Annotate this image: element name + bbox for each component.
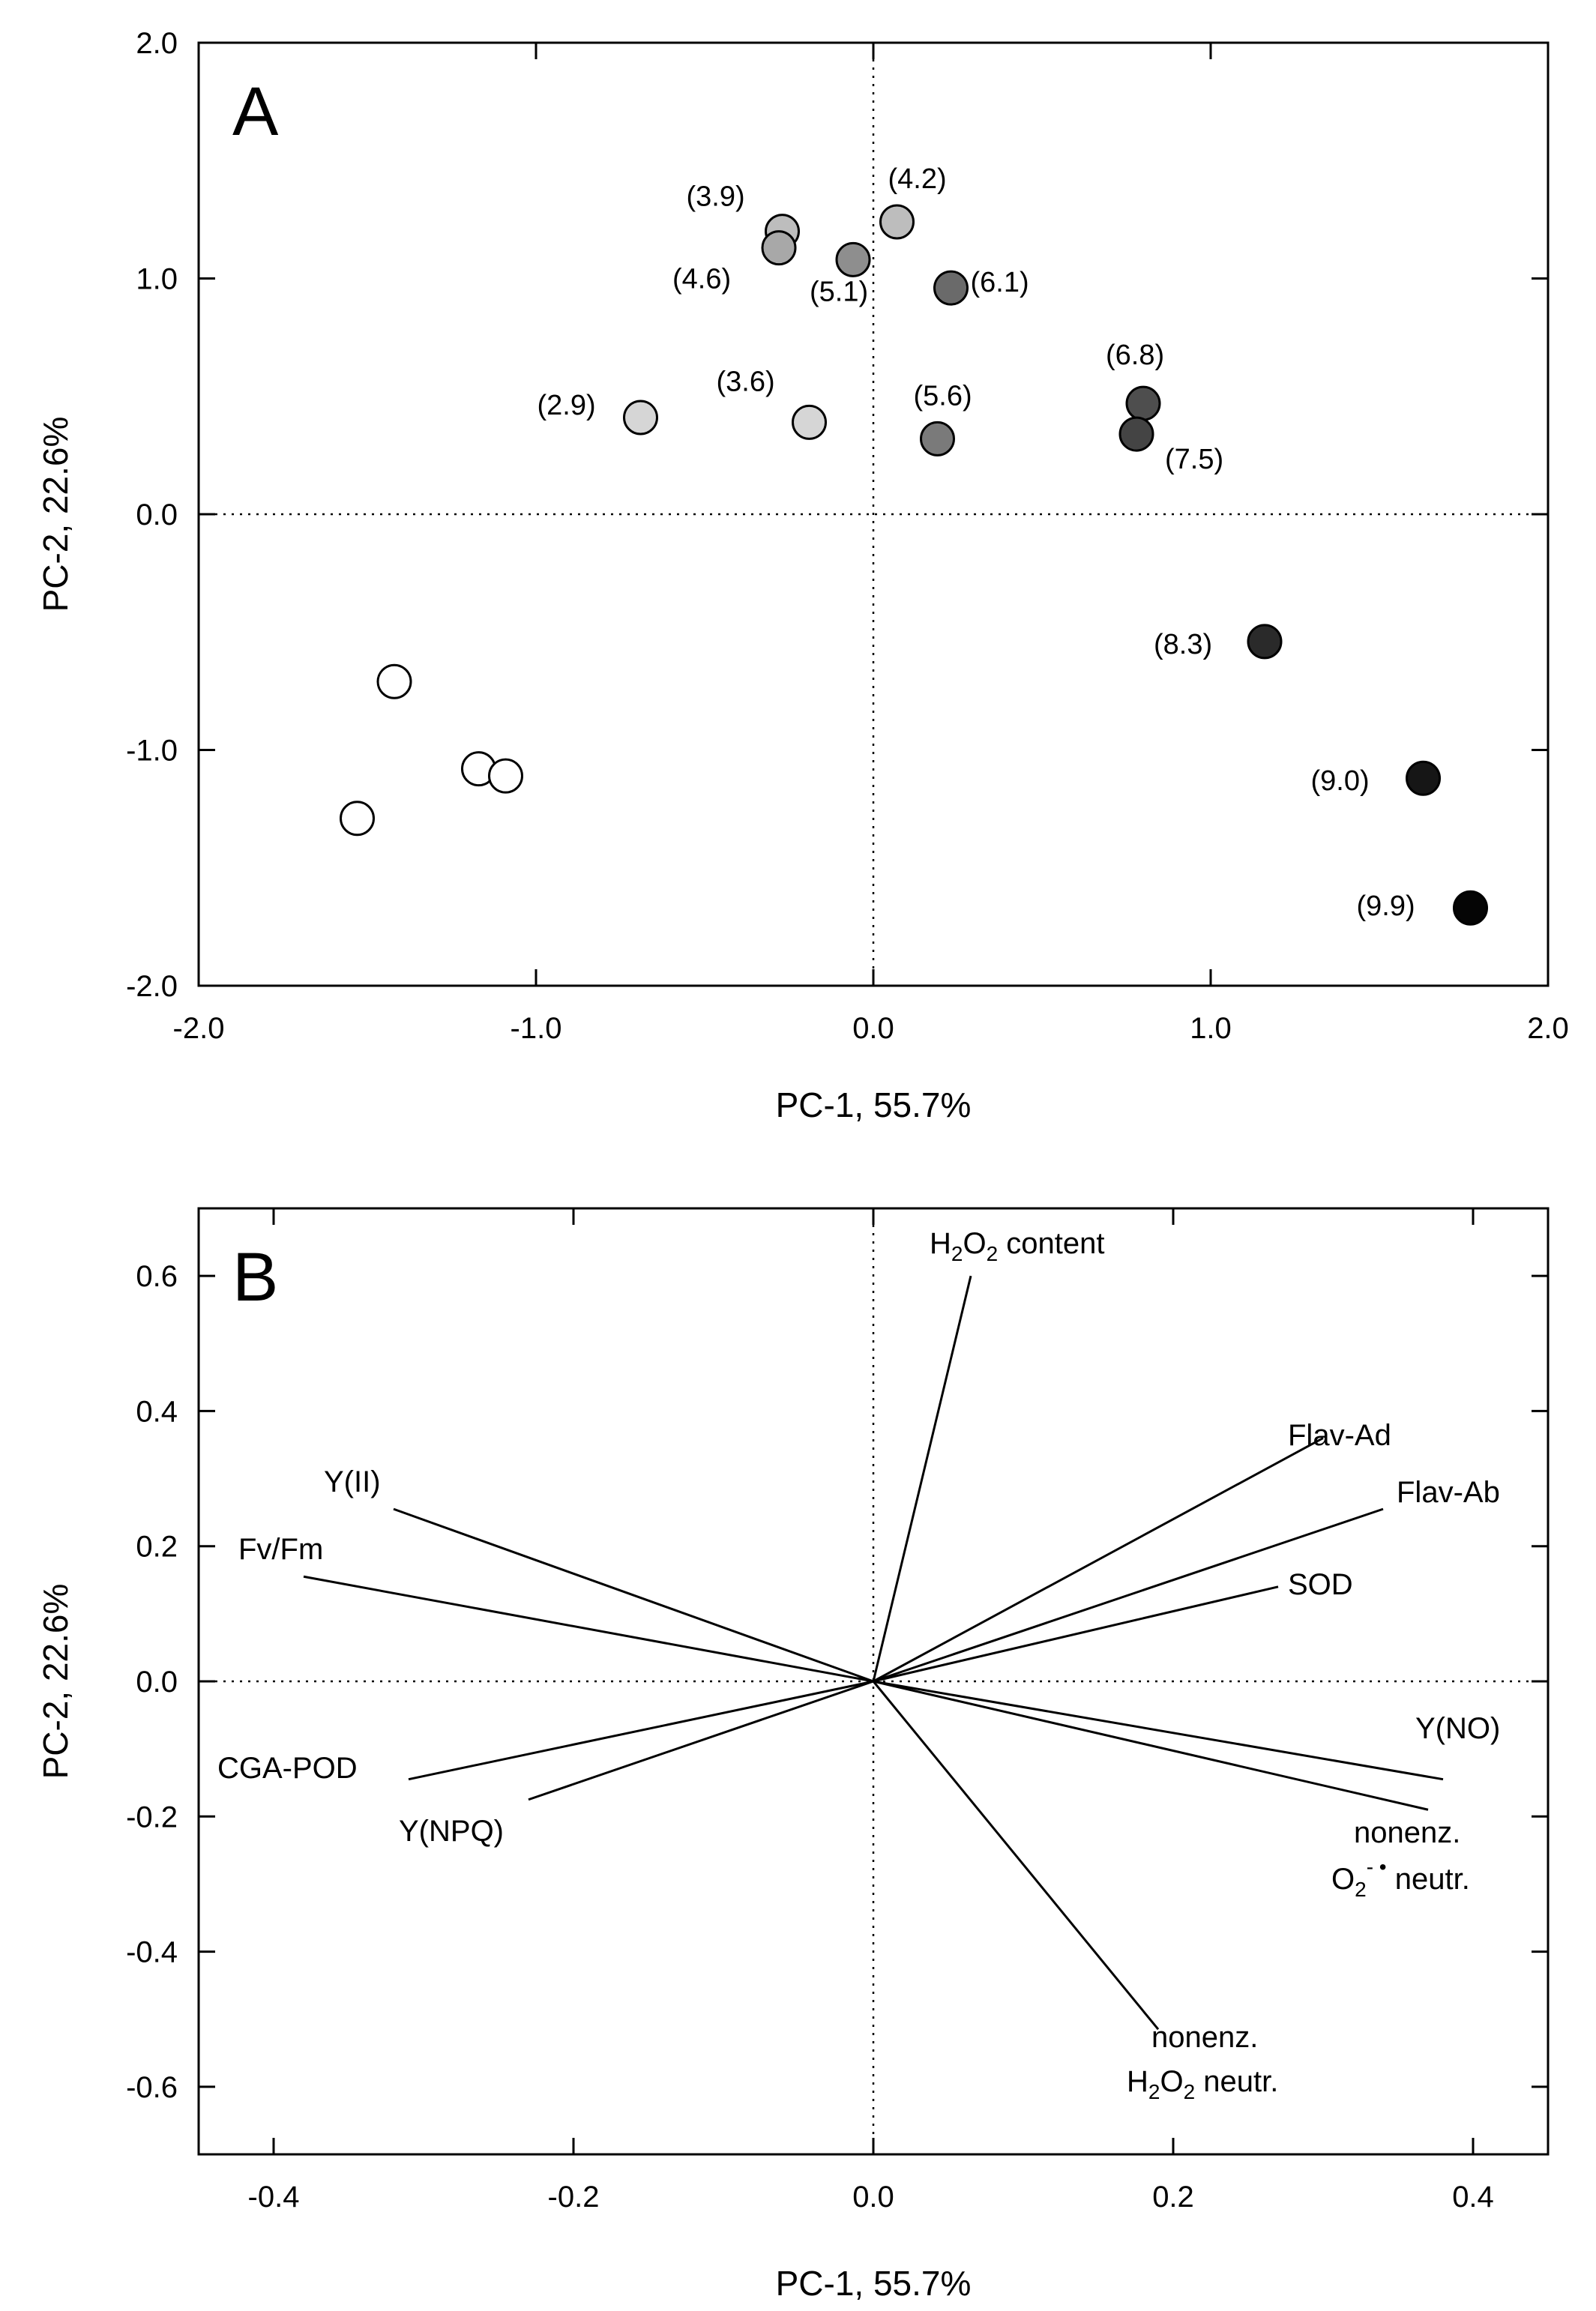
- panel-b-x-axis-title: PC-1, 55.7%: [776, 2264, 972, 2303]
- vector-label-sod: SOD: [1288, 1568, 1353, 1601]
- panel-a-y-tick-label: -1.0: [126, 735, 178, 768]
- vector-label-flav-ad: Flav-Ad: [1288, 1419, 1391, 1452]
- scatter-point: [623, 400, 658, 436]
- loading-vector: [873, 1680, 1444, 1781]
- scatter-point-label: (4.6): [672, 264, 731, 295]
- vector-label-nonenz-h2o2-line2: H2O2 neutr.: [1127, 2065, 1278, 2103]
- panel-b-y-tick-label: -0.4: [126, 1936, 178, 1969]
- panel-a-y-tick-label: 0.0: [136, 498, 178, 531]
- scatter-point: [1118, 416, 1154, 452]
- panel-b-y-tick-label: 0.2: [136, 1531, 178, 1564]
- panel-b-y-tick-label: 0.0: [136, 1666, 178, 1699]
- vector-label-nonenz-o2-line1: nonenz.: [1354, 1816, 1460, 1849]
- panel-b-x-tick-label: -0.2: [548, 2181, 600, 2214]
- scatter-point: [933, 270, 969, 306]
- scatter-point: [879, 204, 915, 240]
- panel-b-letter: B: [232, 1239, 278, 1316]
- panel-a-x-tick-label: 0.0: [852, 1012, 894, 1045]
- scatter-point-label: (4.2): [888, 163, 947, 195]
- scatter-point-label: (3.9): [687, 181, 745, 213]
- scatter-point-label: (2.9): [537, 390, 596, 421]
- loading-vector: [873, 1680, 1429, 1811]
- panel-a-x-tick-label: -2.0: [173, 1012, 225, 1045]
- scatter-point: [920, 421, 955, 457]
- vector-label-cgapod: CGA-POD: [217, 1752, 358, 1785]
- vector-label-fvfm: Fv/Fm: [238, 1533, 323, 1566]
- panel-b-y-tick-label: 0.6: [136, 1260, 178, 1293]
- scatter-point: [376, 663, 412, 699]
- vector-label-yno: Y(NO): [1415, 1712, 1500, 1745]
- panel-b-y-tick-label: -0.6: [126, 2071, 178, 2104]
- vector-label-nonenz-h2o2-line1: nonenz.: [1151, 2021, 1258, 2054]
- loading-vector: [873, 1585, 1279, 1683]
- loading-vector: [872, 1275, 972, 1682]
- panel-a-x-tick-label: 2.0: [1527, 1012, 1569, 1045]
- panel-b-x-tick-label: 0.0: [852, 2181, 894, 2214]
- panel-a-x-tick-label: -1.0: [511, 1012, 562, 1045]
- loading-vector: [528, 1680, 874, 1801]
- scatter-point: [835, 241, 871, 277]
- scatter-point-label: (5.6): [914, 380, 972, 412]
- vector-label-yii: Y(II): [324, 1465, 381, 1498]
- panel-b-x-tick-label: -0.4: [248, 2181, 300, 2214]
- scatter-point-label: (5.1): [810, 276, 868, 307]
- panel-a-x-axis-title: PC-1, 55.7%: [776, 1085, 972, 1124]
- scatter-point: [761, 230, 797, 266]
- panel-b-y-tick-label: 0.4: [136, 1395, 178, 1428]
- panel-b-x-tick-label: 0.2: [1152, 2181, 1194, 2214]
- scatter-point-label: (8.3): [1154, 629, 1212, 660]
- panel-a-y-tick-label: 2.0: [136, 27, 178, 60]
- scatter-point: [1453, 890, 1488, 926]
- panel-b-biplot: B -0.4 -0.2 0.0 0.2 0.4 0.6 0.4 0.2 0.0 -0.2 -0.4 -…: [36, 1207, 1550, 2303]
- vector-label-ynpq: Y(NPQ): [399, 1815, 504, 1848]
- panel-a-y-tick-label: 1.0: [136, 263, 178, 296]
- panel-b-y-axis-title: PC-2, 22.6%: [36, 1584, 75, 1780]
- vector-label-h2o2-content: H2O2 content: [930, 1227, 1105, 1265]
- vector-label-nonenz-o2-line2: O2- • neutr.: [1331, 1855, 1470, 1901]
- scatter-point-label: (3.6): [717, 366, 775, 397]
- scatter-point-label: (7.5): [1165, 444, 1223, 475]
- loading-vector: [303, 1575, 874, 1683]
- panel-b-y-tick-label: -0.2: [126, 1801, 178, 1834]
- vector-label-flav-ab: Flav-Ab: [1397, 1476, 1500, 1509]
- scatter-point: [1406, 760, 1441, 796]
- scatter-point-label: (6.1): [971, 267, 1029, 298]
- loading-vector: [873, 1507, 1384, 1683]
- panel-a-x-tick-label: 1.0: [1190, 1012, 1232, 1045]
- scatter-point: [1247, 624, 1283, 660]
- loading-vector: [408, 1680, 874, 1781]
- panel-a-y-axis-title: PC-2, 22.6%: [36, 417, 75, 612]
- panel-b-vectors: [303, 1275, 1444, 2031]
- panel-b-x-tick-label: 0.4: [1452, 2181, 1494, 2214]
- scatter-point-label: (6.8): [1106, 340, 1164, 371]
- loading-vector: [872, 1681, 1160, 2031]
- scatter-point-label: (9.9): [1357, 891, 1415, 922]
- loading-vector: [873, 1437, 1324, 1683]
- loading-vector: [393, 1507, 874, 1683]
- panel-a-y-tick-label: -2.0: [126, 970, 178, 1003]
- scatter-point-label: (9.0): [1311, 765, 1370, 797]
- panel-a-points: (2.9) (3.6) (3.9) (4.2) (4.6) (5.1) (5.6) (6.1)…: [340, 163, 1488, 926]
- scatter-point: [1125, 385, 1161, 421]
- scatter-point: [340, 801, 375, 837]
- scatter-point: [488, 758, 523, 794]
- scatter-point: [792, 404, 827, 440]
- panel-a-scatter: A -2.0 -1.0 0.0 1.0 2.0 2.0 1.0 0.0 -1.0 -2.0 (2.…: [36, 27, 1569, 1124]
- panel-a-letter: A: [232, 73, 279, 150]
